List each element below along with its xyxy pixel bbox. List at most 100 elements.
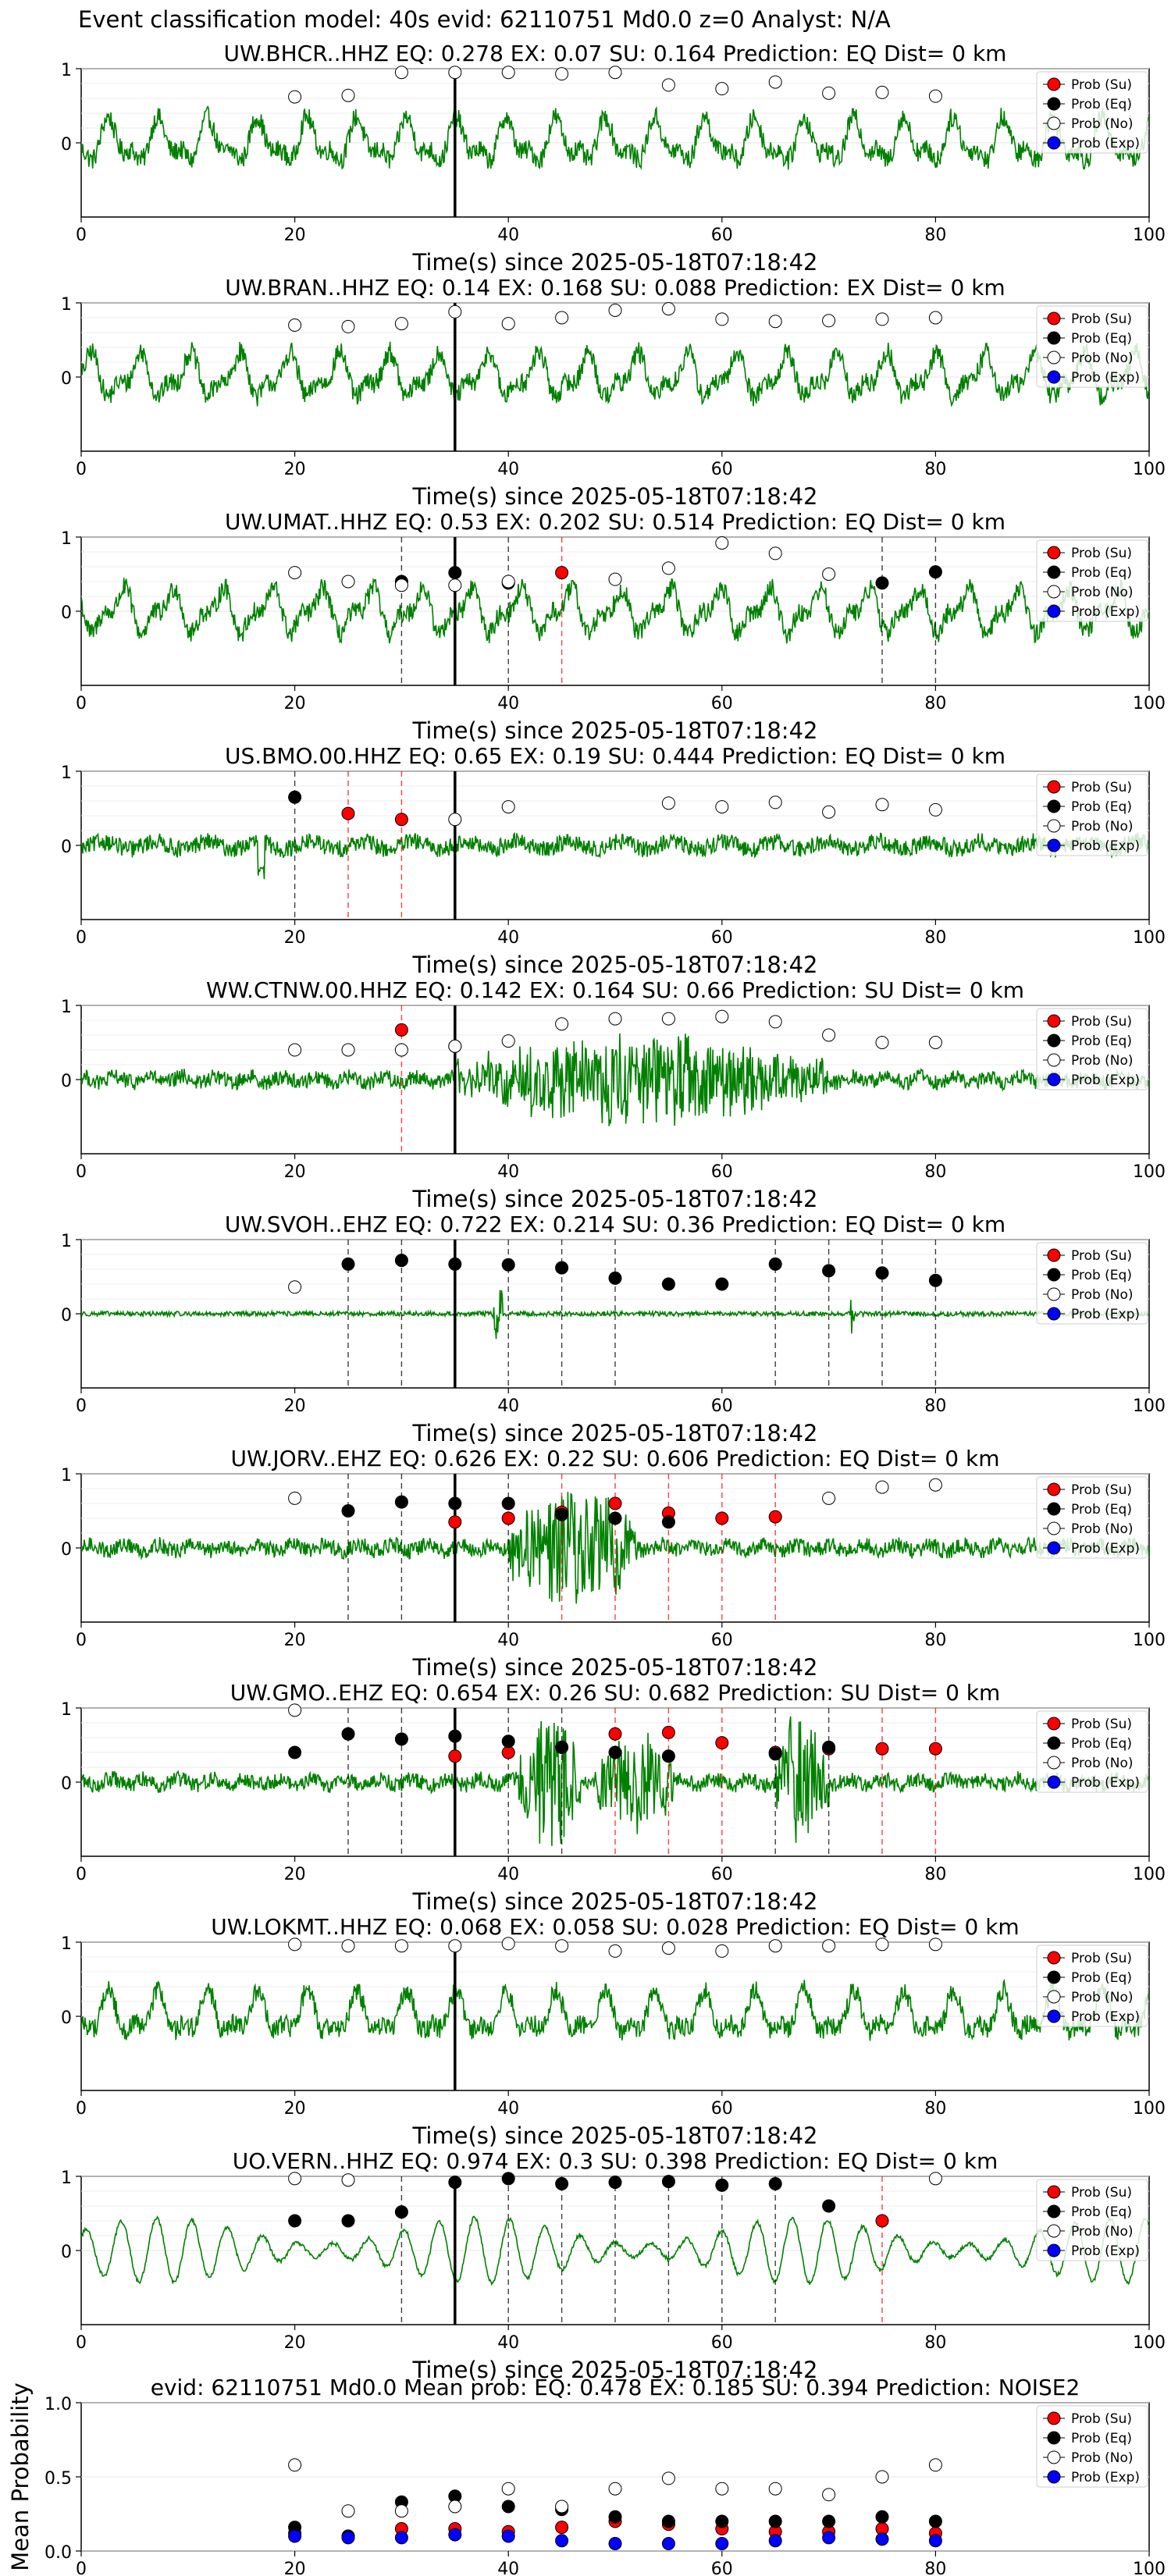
probability-marker-no	[448, 66, 462, 80]
waveform-trace	[81, 1492, 1149, 1604]
legend: Prob (Su) Prob (Eq) Prob (No) Prob (Exp)	[1036, 71, 1148, 154]
probability-marker-exp	[448, 2528, 462, 2542]
probability-marker-su	[875, 1742, 889, 1756]
probability-marker-eq	[341, 1257, 355, 1271]
x-tick-label: 20	[284, 1162, 306, 1182]
legend-label: Prob (Exp)	[1071, 2243, 1140, 2259]
x-tick-label: 20	[284, 2560, 306, 2576]
legend: Prob (Su) Prob (Eq) Prob (No) Prob (Exp)	[1036, 305, 1148, 388]
probability-marker-eq	[501, 1735, 515, 1749]
legend-label: Prob (No)	[1071, 1521, 1134, 1537]
legend-marker	[1047, 1482, 1061, 1496]
probability-marker-su	[555, 2521, 569, 2535]
probability-marker-no	[661, 1941, 675, 1955]
x-axis-label: Time(s) since 2025-05-18T07:18:42	[412, 1186, 818, 1212]
legend-label: Prob (Su)	[1071, 77, 1132, 93]
probability-marker-eq	[608, 1511, 622, 1525]
panel-title: UW.BRAN..HHZ EQ: 0.14 EX: 0.168 SU: 0.08…	[225, 275, 1005, 301]
x-tick-label: 80	[924, 1397, 946, 1416]
x-tick-label: 20	[284, 694, 306, 713]
probability-marker-no	[928, 1036, 942, 1049]
legend-marker	[1047, 1307, 1061, 1321]
probability-marker-su	[715, 1736, 729, 1750]
y-tick-label: 0.5	[44, 2469, 72, 2489]
probability-marker-exp	[608, 2537, 622, 2550]
probability-marker-no	[341, 319, 355, 333]
legend-label: Prob (Eq)	[1071, 1034, 1132, 1049]
probability-marker-eq	[608, 2176, 622, 2190]
probability-marker-su	[394, 1023, 408, 1037]
probability-marker-no	[661, 302, 675, 316]
y-tick-label: 1	[61, 61, 72, 80]
legend-label: Prob (Eq)	[1071, 331, 1132, 347]
waveform-trace	[81, 831, 1149, 880]
legend-marker	[1047, 2185, 1061, 2199]
probability-marker-no	[768, 75, 782, 89]
station-panel: UW.GMO..EHZ EQ: 0.654 EX: 0.26 SU: 0.682…	[61, 1680, 1166, 1915]
probability-marker-no	[928, 802, 942, 817]
probability-marker-eq	[768, 2514, 782, 2528]
legend-box	[1036, 2179, 1148, 2261]
legend-marker	[1047, 838, 1061, 852]
legend-label: Prob (Su)	[1071, 311, 1132, 327]
probability-marker-no	[715, 800, 729, 814]
y-tick-label: 0	[61, 1774, 72, 1794]
probability-marker-no	[768, 546, 782, 560]
probability-marker-no	[928, 2458, 942, 2472]
panel-title: evid: 62110751 Md0.0 Mean prob: EQ: 0.47…	[151, 2375, 1080, 2400]
y-tick-label: 0	[61, 1306, 72, 1325]
waveform-trace	[81, 1290, 1149, 1340]
probability-marker-no	[394, 1939, 408, 1953]
x-tick-label: 100	[1133, 1397, 1166, 1416]
x-tick-label: 20	[284, 2333, 306, 2353]
x-tick-label: 80	[924, 2333, 946, 2353]
probability-marker-no	[661, 78, 675, 92]
x-tick-label: 100	[1133, 2333, 1166, 2353]
probability-marker-no	[448, 304, 462, 318]
x-tick-label: 20	[284, 2099, 306, 2119]
probability-marker-exp	[715, 2537, 729, 2550]
probability-marker-su	[928, 1742, 942, 1756]
waveform-trace	[81, 341, 1149, 407]
probability-marker-su	[341, 806, 355, 820]
probability-marker-eq	[288, 790, 302, 804]
probability-marker-eq	[288, 1745, 302, 1759]
probability-marker-eq	[768, 1257, 782, 1271]
y-tick-label: 0	[61, 603, 72, 623]
probability-marker-no	[394, 578, 408, 592]
probability-marker-no	[394, 1043, 408, 1057]
y-tick-label: 1	[61, 1232, 72, 1251]
x-axis-label: Time(s) since 2025-05-18T07:18:42	[412, 2122, 818, 2149]
probability-marker-no	[768, 795, 782, 809]
probability-marker-no	[875, 1937, 889, 1952]
legend-marker	[1047, 350, 1061, 365]
legend-label: Prob (Eq)	[1071, 2204, 1132, 2220]
probability-marker-su	[448, 1749, 462, 1763]
station-panel: UW.SVOH..EHZ EQ: 0.722 EX: 0.214 SU: 0.3…	[61, 1212, 1166, 1446]
legend-marker	[1047, 780, 1061, 794]
x-tick-label: 0	[76, 1865, 87, 1884]
probability-marker-exp	[875, 2532, 889, 2546]
x-tick-label: 60	[711, 1865, 733, 1884]
y-tick-label: 1.0	[44, 2395, 72, 2414]
probability-marker-no	[501, 2482, 515, 2496]
legend: Prob (Su) Prob (Eq) Prob (No) Prob (Exp)	[1036, 1242, 1148, 1325]
legend-box	[1036, 1710, 1148, 1793]
probability-marker-no	[288, 318, 302, 332]
y-axis-label: Mean Probability	[7, 2382, 34, 2571]
x-tick-label: 60	[711, 1162, 733, 1182]
station-panel: UW.BHCR..HHZ EQ: 0.278 EX: 0.07 SU: 0.16…	[61, 41, 1166, 276]
x-tick-label: 80	[924, 2099, 946, 2119]
probability-marker-no	[822, 2488, 836, 2502]
x-tick-label: 0	[76, 694, 87, 713]
probability-marker-no	[288, 1703, 302, 1717]
legend-label: Prob (Exp)	[1071, 1775, 1140, 1791]
legend-marker	[1047, 2470, 1061, 2484]
probability-marker-no	[608, 2482, 622, 2496]
probability-marker-no	[661, 561, 675, 575]
y-tick-label: 1	[61, 1700, 72, 1720]
probability-marker-no	[661, 796, 675, 810]
probability-marker-no	[875, 85, 889, 99]
probability-marker-no	[875, 798, 889, 812]
waveform-trace	[81, 577, 1149, 644]
